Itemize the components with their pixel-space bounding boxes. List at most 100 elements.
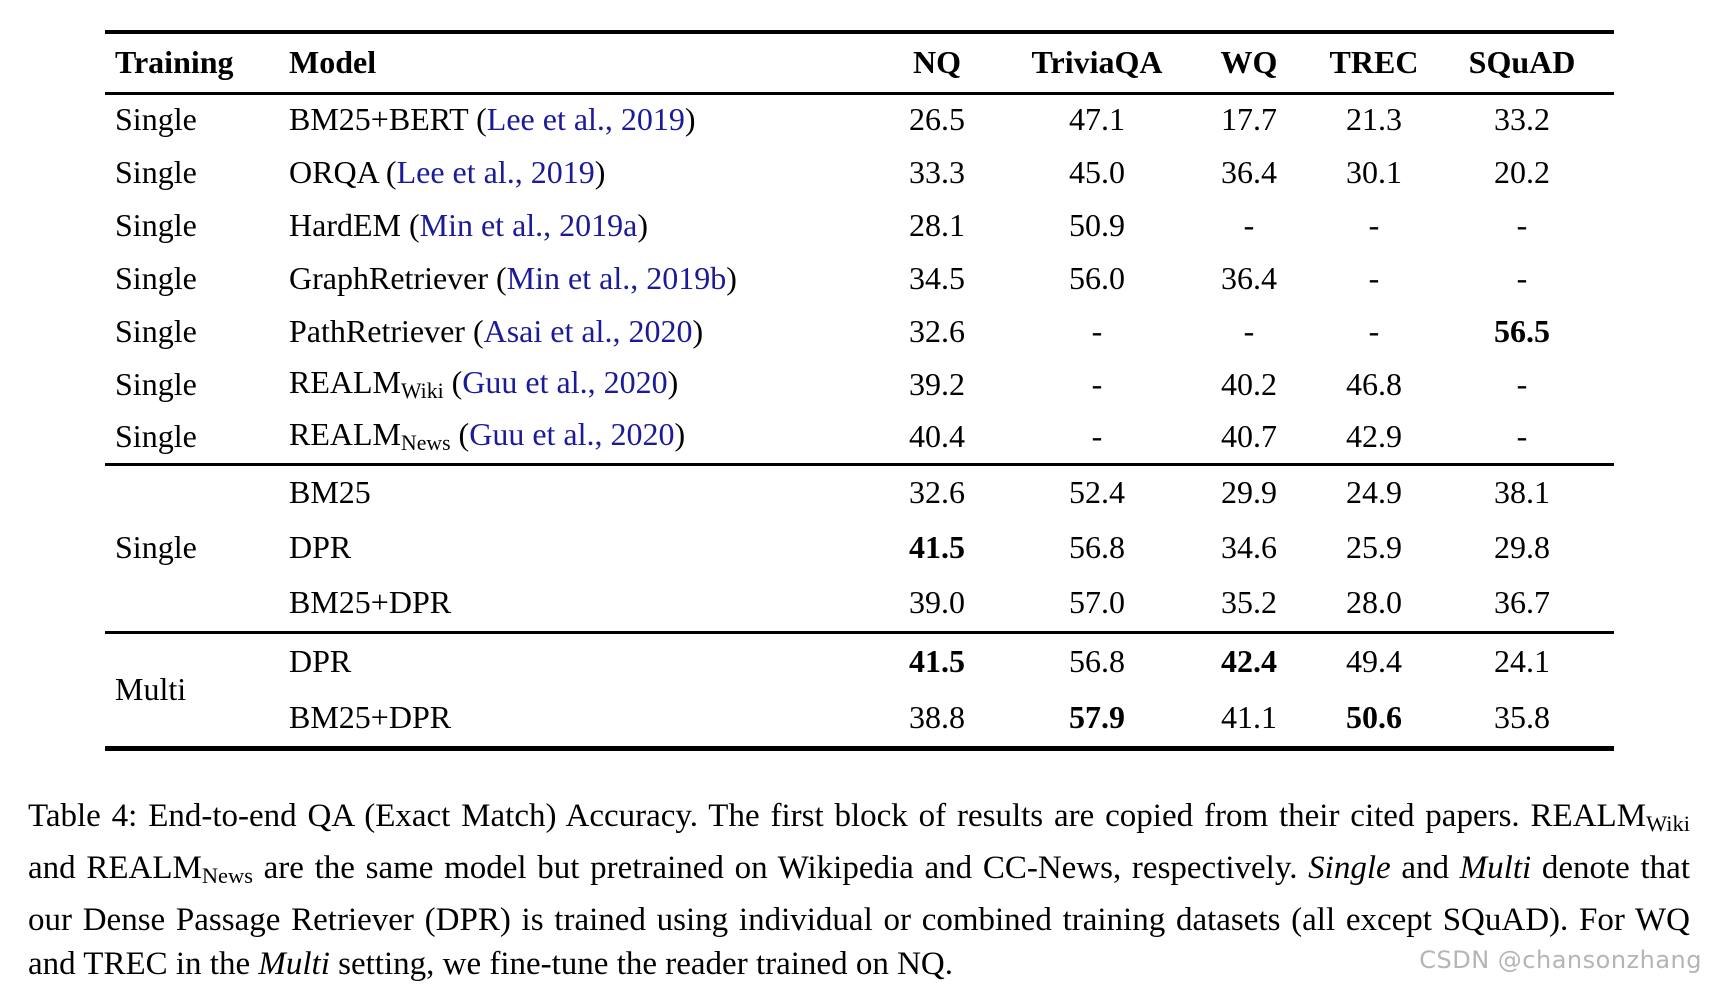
citation-link: Guu et al., 2020 xyxy=(469,416,675,453)
cell-model: BM25+DPR xyxy=(289,690,860,748)
text-segment: ) xyxy=(684,101,696,138)
cell-triviaqa: 50.9 xyxy=(1069,206,1125,243)
cell-squad: - xyxy=(1516,206,1528,243)
text-segment: ) xyxy=(692,312,704,349)
cell-trec: 46.8 xyxy=(1346,365,1402,402)
cell-triviaqa: 57.0 xyxy=(1069,584,1125,621)
cell-model: BM25+BERT (Lee et al., 2019) xyxy=(289,93,860,146)
cell-model: HardEM (Min et al., 2019a) xyxy=(289,199,860,252)
cell-model: ORQA (Lee et al., 2019) xyxy=(289,146,860,199)
cell-triviaqa: 56.8 xyxy=(1069,642,1125,679)
cell-wq: 29.9 xyxy=(1221,473,1277,510)
subscript-text: News xyxy=(401,431,451,456)
cell-squad: - xyxy=(1516,417,1528,454)
citation-link: Min et al., 2019a xyxy=(419,206,638,243)
cell-wq: - xyxy=(1243,312,1255,349)
cell-model: REALMNews (Guu et al., 2020) xyxy=(289,411,860,464)
watermark: CSDN @chansonzhang xyxy=(1419,946,1702,974)
cell-triviaqa: 45.0 xyxy=(1069,153,1125,190)
cell-wq: 40.7 xyxy=(1221,417,1277,454)
cell-triviaqa: 56.0 xyxy=(1069,259,1125,296)
cell-triviaqa: - xyxy=(1091,312,1103,349)
cell-triviaqa: - xyxy=(1091,417,1103,454)
cell-model: BM25+DPR xyxy=(289,576,860,632)
header-squad: SQuAD xyxy=(1430,32,1614,95)
cell-trec: 21.3 xyxy=(1346,101,1402,138)
cell-nq: 40.4 xyxy=(909,417,965,454)
header-row: Training Model NQ TriviaQA WQ TREC SQuAD xyxy=(105,32,1614,95)
table-row: BM25+DPR 39.0 57.0 35.2 28.0 36.7 xyxy=(105,576,1614,632)
cell-nq: 28.1 xyxy=(909,206,965,243)
cell-training: Single xyxy=(115,259,197,296)
table-row: Single REALMWiki (Guu et al., 2020) 39.2 - 4… xyxy=(105,358,1614,411)
text-segment: setting, we fine-tune the reader trained… xyxy=(329,945,953,982)
cell-trec: - xyxy=(1368,312,1380,349)
cell-model: PathRetriever (Asai et al., 2020) xyxy=(289,305,860,358)
cell-squad: 38.1 xyxy=(1494,473,1550,510)
text-segment: ) xyxy=(667,364,679,401)
table-row: Single BM25 32.6 52.4 29.9 24.9 38.1 xyxy=(105,464,1614,564)
cell-wq: 40.2 xyxy=(1221,365,1277,402)
text-segment: and xyxy=(1390,849,1460,886)
text-segment: PathRetriever ( xyxy=(289,312,484,349)
header-triviaqa: TriviaQA xyxy=(1014,32,1180,95)
text-segment: REALM xyxy=(289,416,401,453)
table-row: Single ORQA (Lee et al., 2019) 33.3 45.0 36.… xyxy=(105,146,1614,199)
cell-squad: 33.2 xyxy=(1494,101,1550,138)
cell-nq: 41.5 xyxy=(909,642,965,679)
cell-squad: - xyxy=(1516,365,1528,402)
cell-model: DPR xyxy=(289,632,860,690)
cell-trec: 24.9 xyxy=(1346,473,1402,510)
cell-trec: 49.4 xyxy=(1346,642,1402,679)
cell-training-span: Multi xyxy=(115,670,187,707)
cell-trec: 25.9 xyxy=(1346,529,1402,566)
text-segment: are the same model but pretrained on Wik… xyxy=(252,849,1309,886)
cell-triviaqa: 52.4 xyxy=(1069,473,1125,510)
caption-emphasis: Single xyxy=(1308,849,1391,886)
cell-trec: 28.0 xyxy=(1346,584,1402,621)
cell-nq: 33.3 xyxy=(909,153,965,190)
text-segment: denote that our Dense Passage Retriever … xyxy=(28,849,1690,982)
header-model: Model xyxy=(289,32,860,95)
cell-triviaqa: - xyxy=(1091,365,1103,402)
subscript-text: News xyxy=(201,862,253,888)
text-segment: REALM xyxy=(289,364,401,401)
cell-nq: 34.5 xyxy=(909,259,965,296)
text-segment: BM25+BERT ( xyxy=(289,101,487,138)
table-row: Single BM25+BERT (Lee et al., 2019) 26.5 47… xyxy=(105,93,1614,146)
caption-emphasis: Multi xyxy=(1459,849,1532,886)
cell-wq: 17.7 xyxy=(1221,101,1277,138)
cell-triviaqa: 57.9 xyxy=(1069,698,1125,735)
cell-squad: 56.5 xyxy=(1494,312,1550,349)
table-caption: Table 4: End-to-end QA (Exact Match) Acc… xyxy=(28,794,1690,986)
subscript-text: Wiki xyxy=(401,378,444,403)
table-row: Single REALMNews (Guu et al., 2020) 40.4 - 4… xyxy=(105,411,1614,464)
cell-wq: 34.6 xyxy=(1221,529,1277,566)
cell-trec: 30.1 xyxy=(1346,153,1402,190)
cell-model: GraphRetriever (Min et al., 2019b) xyxy=(289,252,860,305)
cell-trec: - xyxy=(1368,259,1380,296)
table-row: BM25+DPR 38.8 57.9 41.1 50.6 35.8 xyxy=(105,690,1614,748)
cell-triviaqa: 47.1 xyxy=(1069,101,1125,138)
cell-nq: 39.0 xyxy=(909,584,965,621)
cell-trec: 42.9 xyxy=(1346,417,1402,454)
header-trec: TREC xyxy=(1318,32,1430,95)
text-segment: BM25 xyxy=(289,473,371,510)
cell-nq: 38.8 xyxy=(909,698,965,735)
cell-training: Single xyxy=(115,153,197,190)
citation-link: Guu et al., 2020 xyxy=(462,364,668,401)
results-table: Training Model NQ TriviaQA WQ TREC SQuAD… xyxy=(105,30,1614,751)
cell-training: Single xyxy=(115,206,197,243)
cell-wq: 35.2 xyxy=(1221,584,1277,621)
header-nq: NQ xyxy=(860,32,1014,95)
cell-training: Single xyxy=(115,417,197,454)
text-segment: BM25+DPR xyxy=(289,698,452,735)
cell-wq: - xyxy=(1243,206,1255,243)
cell-squad: 35.8 xyxy=(1494,698,1550,735)
cell-nq: 26.5 xyxy=(909,101,965,138)
cell-wq: 36.4 xyxy=(1221,153,1277,190)
header-wq: WQ xyxy=(1180,32,1318,95)
text-segment: ) xyxy=(674,416,686,453)
cell-nq: 32.6 xyxy=(909,312,965,349)
